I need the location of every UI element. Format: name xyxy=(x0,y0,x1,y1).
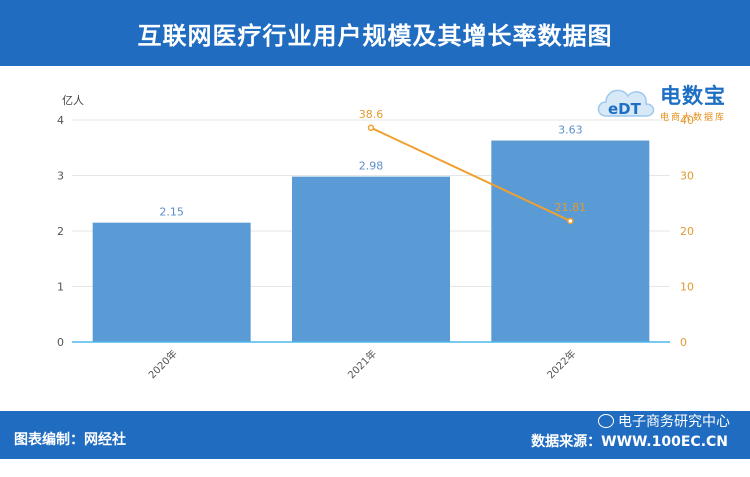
header-bar: 互联网医疗行业用户规模及其增长率数据图 xyxy=(0,0,750,66)
bar-data-label: 2.15 xyxy=(159,206,184,219)
wechat-icon xyxy=(598,414,614,428)
data-labels: 2.15 2.98 3.63 38.6 21.81 xyxy=(159,108,586,219)
y2-tick-label: 30 xyxy=(680,170,694,183)
cloud-logo-icon: eDT xyxy=(597,89,655,118)
y2-tick-label: 40 xyxy=(680,114,694,127)
y2-tick-label: 0 xyxy=(680,336,687,349)
y2-tick-label: 20 xyxy=(680,225,694,238)
bar xyxy=(491,140,650,342)
bar xyxy=(92,222,251,342)
watermark: 电子商务研究中心 xyxy=(598,411,730,431)
x-tick-label: 2022年 xyxy=(544,347,578,381)
brand-logo: eDT 电数宝 电商大数据库 xyxy=(594,76,744,132)
chart-title: 互联网医疗行业用户规模及其增长率数据图 xyxy=(137,21,613,50)
y2-tick-label: 10 xyxy=(680,281,694,294)
logo-main-text: 电数宝 xyxy=(660,84,726,108)
footer-source: 数据来源：WWW.100EC.CN xyxy=(531,434,728,450)
footer-bar: 图表编制：网经社 电子商务研究中心 数据来源：WWW.100EC.CN xyxy=(0,411,750,459)
line-point xyxy=(567,217,574,225)
growth-line xyxy=(370,126,571,222)
y-tick-label: 3 xyxy=(57,170,64,183)
bar-data-label: 3.63 xyxy=(558,124,583,137)
chart-page: 互联网医疗行业用户规模及其增长率数据图 2.15 2.98 3.63 38.6 21.8… xyxy=(0,0,750,459)
footer-compiler: 图表编制：网经社 xyxy=(14,432,126,448)
y-tick-label: 2 xyxy=(57,225,64,238)
line-data-label: 21.81 xyxy=(555,201,587,214)
y-tick-label: 1 xyxy=(57,281,64,294)
y-axis-label: 亿人 xyxy=(62,94,84,107)
bar-data-label: 2.98 xyxy=(359,160,384,173)
line-series xyxy=(367,124,574,225)
x-tick-label: 2020年 xyxy=(146,347,180,381)
svg-text:eDT: eDT xyxy=(608,100,642,118)
line-data-label: 38.6 xyxy=(359,108,384,121)
watermark-text: 电子商务研究中心 xyxy=(618,414,730,430)
x-tick-label: 2021年 xyxy=(345,347,379,381)
logo-sub-text: 电商大数据库 xyxy=(660,113,727,123)
bar-series xyxy=(92,140,650,342)
y-tick-label: 0 xyxy=(57,336,64,349)
y-tick-label: 4 xyxy=(57,114,64,127)
line-point xyxy=(367,124,375,132)
bar xyxy=(292,176,450,342)
